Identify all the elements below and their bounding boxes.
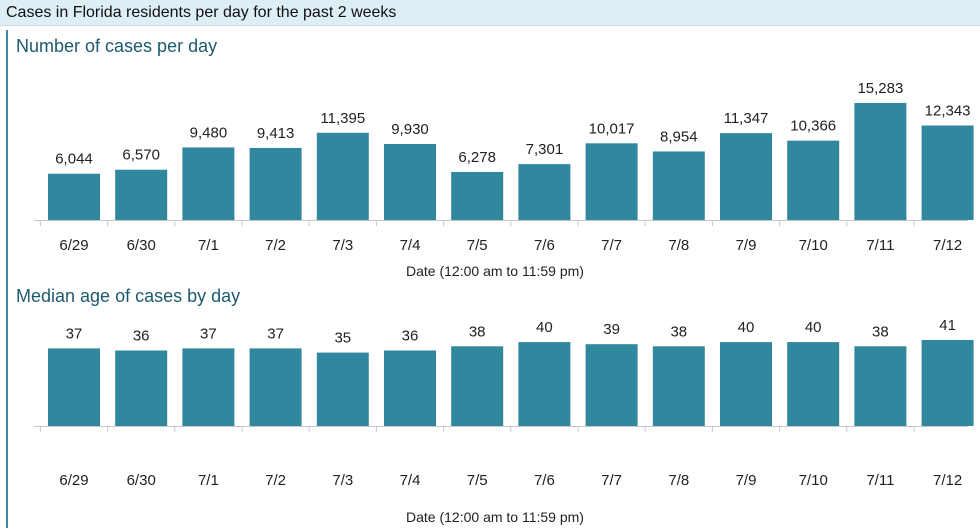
age-chart-title: Median age of cases by day: [16, 286, 241, 306]
bar-7/7: [585, 143, 638, 220]
bar-7/9: [720, 133, 772, 220]
bar-7/8: [652, 151, 705, 220]
bar-6/30: [115, 169, 168, 220]
bar-6/29: [48, 173, 100, 220]
x-axis-label: Date (12:00 am to 11:59 pm): [406, 509, 584, 525]
cases-chart-svg: 6,044 6/29 6,570 6/30 9,480 7/1 9,413 7/2 11,395…: [34, 80, 974, 279]
data-label: 6,278: [458, 149, 496, 166]
x-tick-label: 7/9: [736, 472, 757, 489]
x-tick-label: 7/7: [601, 237, 622, 254]
x-tick-label: 7/6: [534, 237, 555, 254]
x-tick-label: 7/5: [467, 237, 488, 254]
left-rule: [6, 30, 8, 528]
x-tick-label: 6/30: [127, 237, 156, 254]
data-label: 36: [402, 327, 419, 344]
data-label: 38: [469, 323, 486, 340]
median-age-chart: Median age of cases by day 37 6/29 36 6/30 3…: [0, 282, 980, 528]
bar-6/30: [115, 350, 168, 426]
x-tick-label: 7/10: [799, 237, 828, 254]
bar-7/8: [652, 346, 705, 426]
bar-7/10: [787, 140, 840, 220]
data-label: 38: [670, 323, 687, 340]
bar-7/12: [921, 125, 974, 220]
data-label: 15,283: [857, 80, 903, 97]
bar-7/1: [182, 147, 235, 220]
data-label: 6,570: [122, 147, 160, 164]
x-tick-label: 6/30: [127, 472, 156, 489]
bar-7/2: [249, 348, 302, 426]
bar-7/4: [384, 143, 436, 220]
data-label: 9,480: [190, 124, 228, 141]
x-tick-label: 7/11: [866, 472, 894, 489]
data-label: 37: [66, 325, 83, 342]
bar-7/1: [182, 348, 235, 426]
data-label: 7,301: [526, 141, 564, 158]
data-label: 6,044: [55, 151, 93, 168]
bar-6/29: [48, 348, 100, 426]
page-title: Cases in Florida residents per day for t…: [6, 4, 397, 21]
x-tick-label: 7/7: [601, 472, 622, 489]
data-label: 10,017: [589, 120, 635, 137]
x-tick-label: 6/29: [59, 237, 88, 254]
data-label: 41: [939, 317, 956, 334]
x-axis-label: Date (12:00 am to 11:59 pm): [406, 263, 584, 279]
bar-7/5: [451, 171, 504, 220]
data-label: 37: [200, 325, 217, 342]
age-chart-svg: 37 6/29 36 6/30 37 7/1 37 7/2 35 7/3 36 7/4 38 7/5 40 7…: [34, 317, 974, 525]
x-tick-label: 7/10: [799, 472, 828, 489]
bar-7/2: [249, 147, 302, 220]
bar-7/6: [518, 164, 571, 220]
cases-per-day-chart: Number of cases per day 6,044 6/29 6,570 6/…: [0, 30, 980, 280]
x-tick-label: 7/12: [933, 472, 962, 489]
bar-7/11: [854, 103, 907, 220]
bar-7/3: [316, 352, 369, 426]
x-tick-label: 7/3: [332, 237, 353, 254]
x-tick-label: 7/9: [736, 237, 757, 254]
x-tick-label: 7/1: [198, 237, 219, 254]
x-tick-label: 6/29: [59, 472, 88, 489]
data-label: 10,366: [790, 118, 836, 135]
header-bar: Cases in Florida residents per day for t…: [0, 0, 980, 26]
data-label: 9,413: [257, 125, 295, 142]
x-tick-label: 7/5: [467, 472, 488, 489]
x-tick-label: 7/1: [198, 472, 219, 489]
bar-7/3: [316, 132, 369, 220]
x-tick-label: 7/8: [668, 472, 689, 489]
bar-7/11: [854, 346, 907, 426]
bar-7/4: [384, 350, 436, 426]
data-label: 35: [334, 330, 351, 347]
data-label: 8,954: [660, 128, 698, 145]
data-label: 40: [805, 319, 822, 336]
x-tick-label: 7/2: [265, 472, 286, 489]
x-tick-label: 7/3: [332, 472, 353, 489]
data-label: 37: [267, 325, 284, 342]
x-tick-label: 7/6: [534, 472, 555, 489]
bar-7/10: [787, 342, 840, 426]
bar-7/6: [518, 342, 571, 426]
cases-chart-title: Number of cases per day: [16, 36, 218, 56]
data-label: 40: [738, 319, 755, 336]
data-label: 40: [536, 319, 553, 336]
data-label: 38: [872, 323, 889, 340]
x-tick-label: 7/2: [265, 237, 286, 254]
data-label: 36: [133, 327, 150, 344]
x-tick-label: 7/8: [668, 237, 689, 254]
x-tick-label: 7/11: [866, 237, 894, 254]
bar-7/7: [585, 344, 638, 426]
bar-7/12: [921, 340, 974, 426]
x-tick-label: 7/4: [400, 472, 421, 489]
x-tick-label: 7/4: [400, 237, 421, 254]
x-tick-label: 7/12: [933, 237, 962, 254]
bar-7/9: [720, 342, 772, 426]
data-label: 11,395: [320, 110, 365, 127]
data-label: 11,347: [724, 110, 769, 127]
data-label: 9,930: [391, 121, 429, 138]
data-label: 12,343: [925, 103, 971, 120]
bar-7/5: [451, 346, 504, 426]
data-label: 39: [603, 321, 620, 338]
